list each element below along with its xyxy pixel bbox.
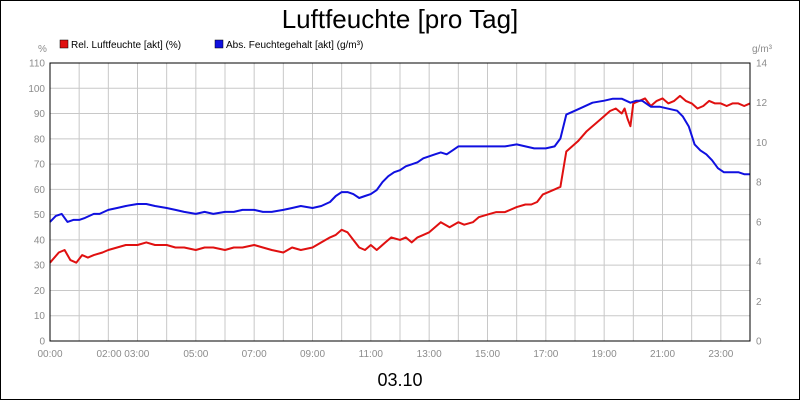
right-tick-label: 0: [756, 337, 762, 348]
series-line-relative-humidity: [49, 94, 751, 264]
plot-area: [49, 62, 751, 342]
left-tick-label: 60: [34, 185, 46, 196]
series-line-absolute-humidity: [49, 97, 750, 223]
left-tick-label: 70: [34, 160, 46, 171]
right-axis: 0 2 4 6 8 10 12 14: [756, 59, 768, 348]
left-axis-unit: %: [38, 44, 47, 55]
legend-label-relative-humidity: Rel. Luftfeuchte [akt] (%): [71, 40, 181, 51]
left-tick-label: 20: [34, 286, 46, 297]
x-tick-label: 00:00: [37, 349, 62, 360]
left-tick-label: 0: [39, 337, 45, 348]
x-tick-label: 09:00: [300, 349, 325, 360]
date-label: 03.10: [377, 370, 422, 390]
right-tick-label: 10: [756, 138, 768, 149]
left-tick-label: 80: [34, 134, 46, 145]
right-tick-label: 14: [756, 59, 768, 70]
x-tick-label: 23:00: [708, 349, 733, 360]
legend-swatch-relative-humidity: [59, 39, 69, 49]
left-tick-label: 30: [34, 261, 46, 272]
x-tick-label: 15:00: [475, 349, 500, 360]
grid: [49, 62, 751, 342]
x-tick-label: 13:00: [417, 349, 442, 360]
legend: Rel. Luftfeuchte [akt] (%) Abs. Feuchteg…: [59, 39, 363, 51]
chart-title: Luftfeuchte [pro Tag]: [282, 4, 519, 34]
right-tick-label: 2: [756, 297, 762, 308]
x-tick-label: 19:00: [592, 349, 617, 360]
right-tick-label: 8: [756, 178, 762, 189]
x-tick-label: 21:00: [650, 349, 675, 360]
legend-swatch-absolute-humidity: [214, 39, 224, 49]
x-tick-label: 02:00 03:00: [97, 349, 150, 360]
left-tick-label: 10: [34, 311, 46, 322]
series: [49, 94, 751, 264]
left-axis: 0 10 20 30 40 50 60 70 80 90 100 110: [28, 59, 45, 348]
left-tick-label: 100: [28, 84, 45, 95]
legend-label-absolute-humidity: Abs. Feuchtegehalt [akt] (g/m³): [226, 40, 363, 51]
left-tick-label: 110: [29, 59, 45, 70]
left-tick-label: 50: [34, 210, 46, 221]
right-tick-label: 4: [756, 257, 762, 268]
left-tick-label: 40: [34, 235, 46, 246]
x-tick-label: 05:00: [183, 349, 208, 360]
x-tick-label: 11:00: [359, 349, 384, 360]
left-tick-label: 90: [34, 109, 46, 120]
x-axis: 00:00 02:00 03:00 05:00 07:00 09:00 11:00 13:0…: [37, 349, 733, 360]
right-tick-label: 12: [756, 98, 768, 109]
right-axis-unit: g/m³: [752, 44, 773, 55]
x-tick-label: 17:00: [533, 349, 558, 360]
right-tick-label: 6: [756, 217, 762, 228]
x-tick-label: 07:00: [242, 349, 267, 360]
